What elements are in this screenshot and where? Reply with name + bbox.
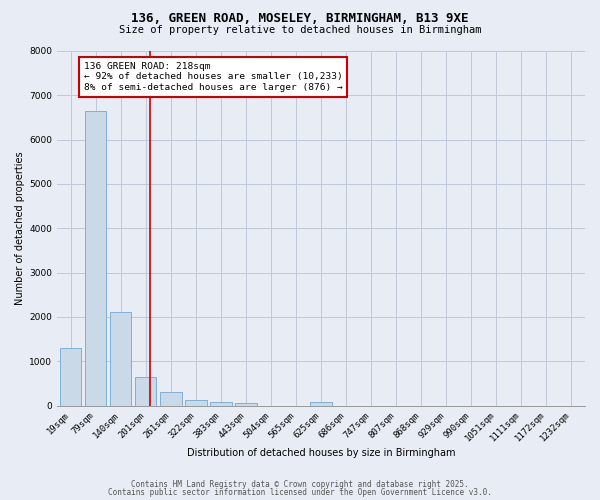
Bar xyxy=(160,392,182,406)
Text: 136, GREEN ROAD, MOSELEY, BIRMINGHAM, B13 9XE: 136, GREEN ROAD, MOSELEY, BIRMINGHAM, B1… xyxy=(131,12,469,26)
Y-axis label: Number of detached properties: Number of detached properties xyxy=(15,152,25,305)
Text: 136 GREEN ROAD: 218sqm
← 92% of detached houses are smaller (10,233)
8% of semi-: 136 GREEN ROAD: 218sqm ← 92% of detached… xyxy=(84,62,343,92)
Bar xyxy=(85,111,106,406)
Bar xyxy=(110,312,131,406)
Bar xyxy=(135,376,157,406)
Bar xyxy=(210,402,232,406)
Text: Contains HM Land Registry data © Crown copyright and database right 2025.: Contains HM Land Registry data © Crown c… xyxy=(131,480,469,489)
Bar xyxy=(310,402,332,406)
Bar xyxy=(235,404,257,406)
Text: Size of property relative to detached houses in Birmingham: Size of property relative to detached ho… xyxy=(119,25,481,35)
Bar xyxy=(60,348,82,406)
X-axis label: Distribution of detached houses by size in Birmingham: Distribution of detached houses by size … xyxy=(187,448,455,458)
Bar xyxy=(185,400,206,406)
Text: Contains public sector information licensed under the Open Government Licence v3: Contains public sector information licen… xyxy=(108,488,492,497)
